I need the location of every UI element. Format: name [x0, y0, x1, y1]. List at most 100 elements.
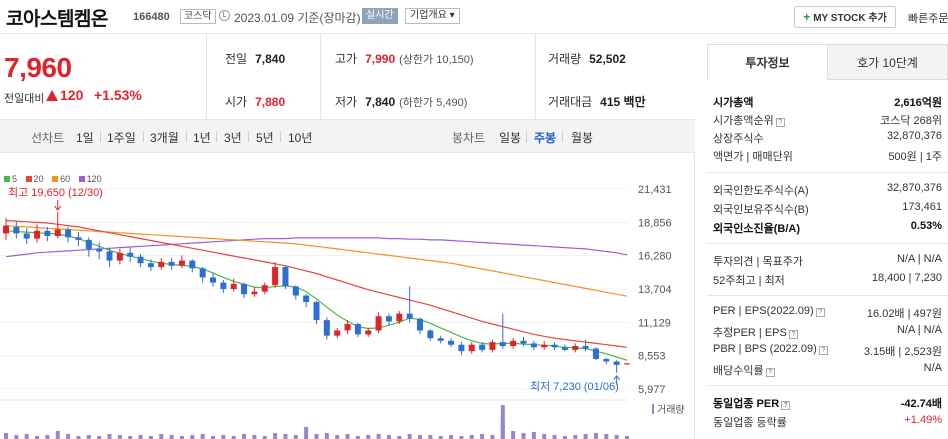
info-label-text: 투자의견 | 목표주가 — [713, 256, 803, 268]
info-label-text: 동일업종 등락률 — [713, 417, 787, 429]
stat-low: 저가 7,840 (하한가 5,490) — [335, 93, 467, 110]
period-3m[interactable]: 3개월 — [150, 131, 179, 145]
help-icon[interactable]: ? — [788, 330, 798, 339]
volume-bar — [148, 436, 153, 439]
chevron-down-icon: ▾ — [449, 10, 455, 21]
candle-body — [479, 344, 486, 350]
volume-bar — [614, 435, 619, 439]
help-icon[interactable]: ? — [818, 346, 828, 355]
candle-body — [354, 323, 361, 335]
y-tick-label: 5,977 — [638, 384, 666, 396]
candle-body — [116, 252, 123, 261]
info-value: 2,616억원 — [894, 97, 942, 109]
stat-value: 7,990 — [365, 52, 396, 66]
candle-body — [468, 344, 475, 352]
candle-body — [303, 295, 310, 302]
candle-body — [313, 301, 320, 321]
candle-body — [499, 342, 506, 346]
candle-weekly[interactable]: 주봉 — [534, 131, 557, 145]
info-value: 0.53% — [910, 220, 942, 232]
realtime-button[interactable]: 실시간 — [362, 8, 398, 24]
tab-invest-info[interactable]: 투자정보 — [707, 44, 828, 80]
volume-bar — [355, 436, 360, 439]
mystock-label: MY STOCK 추가 — [813, 13, 887, 24]
candle-body — [489, 342, 496, 350]
info-value: 32,870,376 — [886, 182, 942, 194]
stat-value: 7,840 — [255, 52, 286, 66]
divider — [143, 131, 144, 142]
volume-bar — [159, 434, 164, 439]
candle-body — [85, 239, 92, 249]
candle-body — [344, 323, 351, 331]
period-5y[interactable]: 5년 — [256, 131, 274, 145]
stat-label: 고가 — [335, 52, 358, 66]
candle-body — [427, 330, 434, 339]
help-icon[interactable]: ? — [781, 401, 791, 410]
volume-bar — [76, 436, 81, 439]
candle-body — [385, 316, 392, 322]
volume-bar — [211, 436, 215, 439]
y-tick-label: 8,553 — [638, 351, 666, 363]
info-label-text: 액면가 | 매매단위 — [713, 151, 793, 163]
candle-body — [572, 345, 579, 350]
legend-ma120: 120 — [78, 174, 102, 184]
period-3y[interactable]: 3년 — [224, 131, 242, 145]
help-icon[interactable]: ? — [765, 368, 775, 377]
volume-bar — [24, 434, 29, 439]
stock-chart: 5 20 60 120 21,431 18,856 16,280 13,704 11,1… — [0, 153, 695, 439]
info-value: 코스닥 268위 — [880, 115, 942, 127]
divider — [320, 34, 321, 119]
candle-body — [75, 237, 82, 240]
mystock-add-button[interactable]: + MY STOCK 추가 — [794, 6, 896, 28]
plus-icon: + — [803, 10, 811, 24]
legend-ma20: 20 — [25, 174, 44, 184]
info-value: N/A | N/A — [896, 324, 942, 336]
candle-body — [582, 345, 589, 349]
upper-limit: (상한가 10,150) — [399, 54, 474, 66]
candle-daily[interactable]: 일봉 — [499, 131, 522, 145]
info-label: 52주최고 | 최저 — [713, 272, 785, 288]
help-icon[interactable]: ? — [775, 118, 785, 127]
stock-header: 코아스템켐온 166480 코스닥 2023.01.09 기준(장마감) 실시간… — [0, 0, 948, 34]
info-label: 상장주식수 — [713, 130, 764, 146]
volume-bar — [449, 435, 454, 439]
period-1y[interactable]: 1년 — [193, 131, 211, 145]
info-label-text: 동일업종 PER — [713, 398, 780, 410]
candle-body — [96, 248, 103, 252]
y-tick-label: 11,129 — [638, 317, 671, 329]
divider — [707, 243, 948, 244]
corp-info-label: 기업개요 — [410, 10, 447, 21]
stat-label: 거래대금 — [548, 95, 593, 109]
candle-body — [458, 344, 465, 352]
period-10y[interactable]: 10년 — [288, 131, 313, 145]
volume-bar — [231, 436, 236, 439]
info-value: 32,870,376 — [886, 130, 942, 142]
info-label: 동일업종 PER? — [713, 395, 791, 411]
period-1d[interactable]: 1일 — [76, 131, 94, 145]
help-icon[interactable]: ? — [815, 308, 825, 317]
info-label-text: 외국인보유주식수(B) — [713, 204, 809, 216]
tab-quote-10[interactable]: 호가 10단계 — [827, 44, 948, 80]
period-1w[interactable]: 1주일 — [107, 131, 136, 145]
quick-order-link[interactable]: 빠른주문 — [908, 13, 948, 25]
candle-body — [137, 256, 144, 264]
stat-value: 7,840 — [365, 95, 396, 109]
info-label-text: 시가총액 — [713, 97, 754, 109]
candle-body — [220, 282, 227, 290]
corp-info-dropdown[interactable]: 기업개요 ▾ — [405, 8, 460, 24]
volume-label: 거래량 — [657, 404, 685, 416]
info-label-text: 배당수익률 — [713, 365, 764, 377]
volume-bar — [242, 434, 247, 439]
candle-body — [106, 251, 113, 261]
volume-bar — [335, 435, 340, 439]
candle-body — [178, 260, 185, 266]
candle-body — [251, 291, 258, 295]
up-triangle-icon — [46, 90, 58, 101]
candle-body — [168, 261, 175, 266]
candle-monthly[interactable]: 월봉 — [571, 131, 594, 145]
candle-body — [13, 226, 20, 234]
volume-bar — [169, 435, 174, 439]
candle-body — [158, 261, 165, 268]
info-label: 외국인한도주식수(A) — [713, 182, 809, 198]
info-value: +1.49% — [904, 414, 942, 426]
